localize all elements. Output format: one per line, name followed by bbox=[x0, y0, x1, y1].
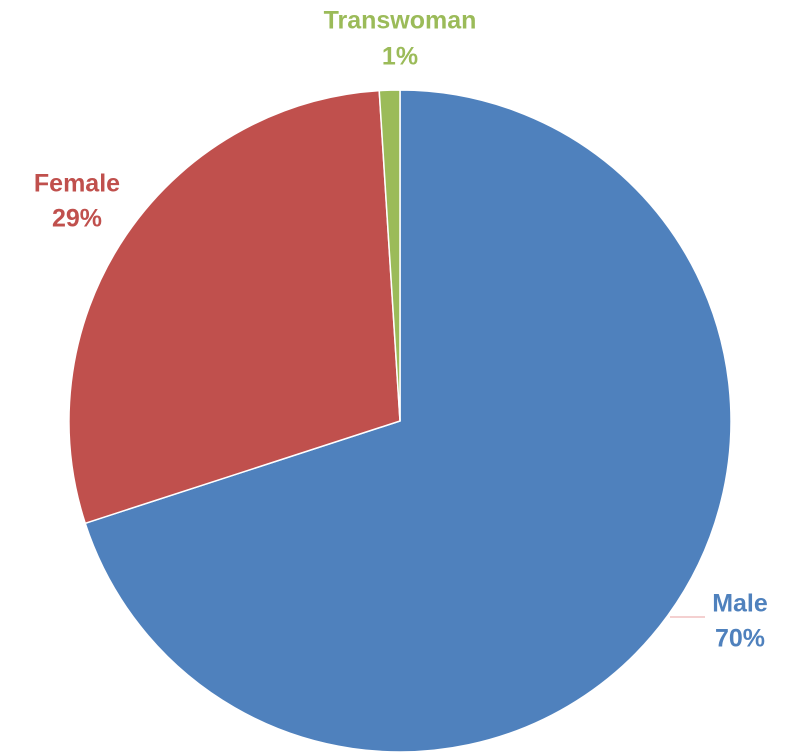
slice-label: Transwoman bbox=[324, 7, 477, 35]
pie-slice bbox=[84, 89, 732, 753]
pie-slice bbox=[68, 89, 401, 525]
slice-label: Male bbox=[712, 590, 768, 618]
value-label: 70% bbox=[715, 625, 765, 653]
slice-label: Female bbox=[34, 170, 120, 198]
pie-slice bbox=[378, 89, 401, 422]
value-label: 29% bbox=[52, 205, 102, 233]
value-label: 1% bbox=[382, 43, 418, 71]
